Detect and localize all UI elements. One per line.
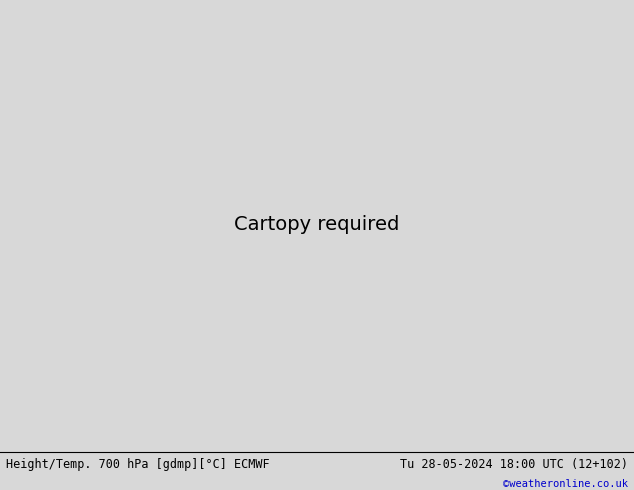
Text: Cartopy required: Cartopy required xyxy=(235,215,399,234)
Text: ©weatheronline.co.uk: ©weatheronline.co.uk xyxy=(503,479,628,489)
Text: Height/Temp. 700 hPa [gdmp][°C] ECMWF: Height/Temp. 700 hPa [gdmp][°C] ECMWF xyxy=(6,458,270,471)
Text: Tu 28-05-2024 18:00 UTC (12+102): Tu 28-05-2024 18:00 UTC (12+102) xyxy=(399,458,628,471)
